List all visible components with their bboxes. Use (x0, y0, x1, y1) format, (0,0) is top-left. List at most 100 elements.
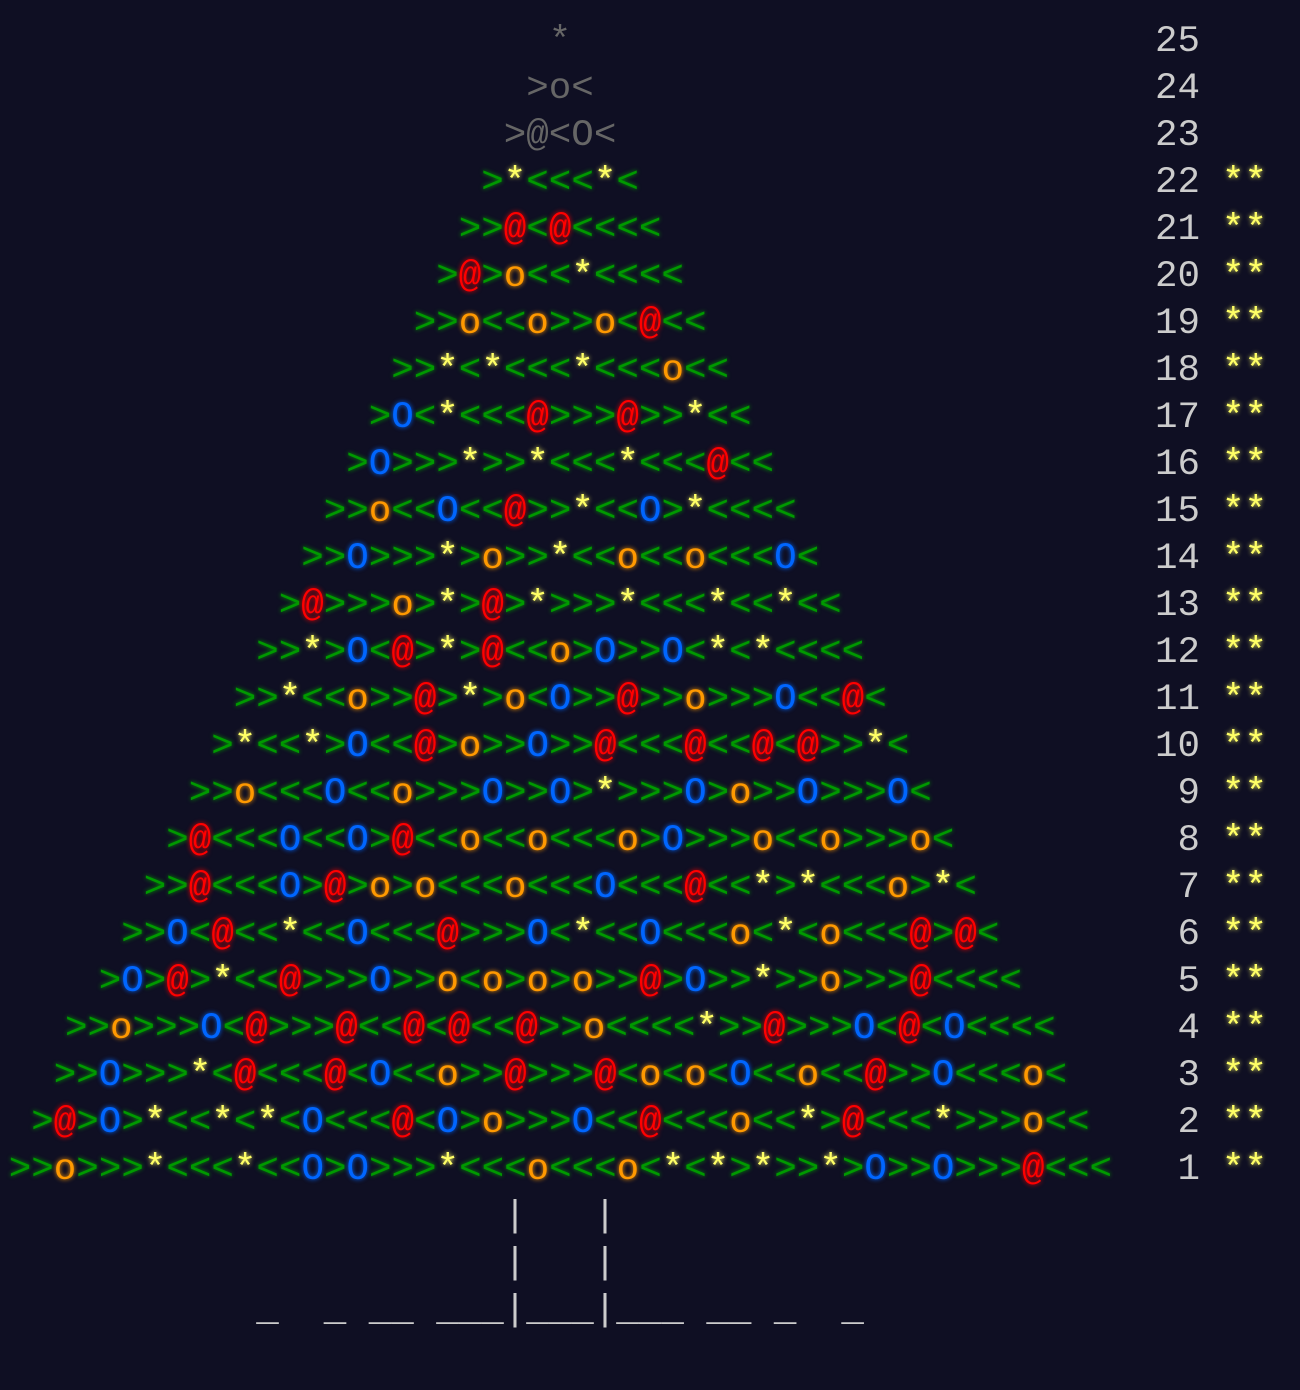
star-count: ** (1222, 631, 1268, 674)
ornament: * (211, 1101, 234, 1144)
ornament: > (278, 584, 302, 627)
ornament: o (458, 302, 482, 345)
ornament: < (414, 1054, 437, 1097)
ornament: O (594, 866, 617, 909)
star-count: ** (1222, 772, 1268, 815)
ornament: > (549, 1054, 572, 1097)
ornament: o (729, 913, 752, 956)
ornament: < (729, 443, 752, 486)
day-number[interactable]: 20 (1154, 255, 1200, 298)
ornament: > (774, 772, 797, 815)
day-number[interactable]: 16 (1154, 443, 1200, 486)
day-number[interactable]: 9 (1177, 772, 1200, 815)
ornament: < (256, 1148, 279, 1191)
ornament: < (931, 819, 955, 862)
ornament: < (638, 537, 662, 580)
ornament: O (886, 772, 910, 815)
day-number[interactable]: 15 (1154, 490, 1200, 533)
day-number[interactable]: 17 (1154, 396, 1200, 439)
ornament: < (571, 161, 594, 204)
ornament: > (323, 960, 347, 1003)
ornament: @ (898, 1007, 921, 1050)
day-number[interactable]: 10 (1154, 725, 1200, 768)
day-number[interactable]: 7 (1177, 866, 1200, 909)
day-number[interactable]: 2 (1177, 1101, 1200, 1144)
ornament: > (166, 866, 189, 909)
ornament: < (211, 1054, 234, 1097)
day-number[interactable]: 8 (1177, 819, 1200, 862)
ornament: O (346, 631, 369, 674)
tree-row: >>@<@<<<< (459, 207, 662, 254)
star-count: ** (1222, 1054, 1268, 1097)
ornament: < (233, 960, 257, 1003)
ornament: < (503, 396, 527, 439)
ornament: < (706, 866, 730, 909)
day-number[interactable]: 3 (1177, 1054, 1200, 1097)
ornament: < (481, 490, 504, 533)
day-number[interactable]: 19 (1154, 302, 1200, 345)
day-number[interactable]: 13 (1154, 584, 1200, 627)
day-number[interactable]: 23 (1154, 114, 1200, 157)
star-count: ** (1222, 208, 1268, 251)
ornament: O (391, 396, 414, 439)
ornament: @ (245, 1007, 268, 1050)
ornament: < (751, 490, 775, 533)
ornament: < (931, 960, 955, 1003)
ornament: > (391, 349, 414, 392)
day-number[interactable]: 14 (1154, 537, 1200, 580)
ornament: > (211, 772, 234, 815)
ornament: * (706, 1148, 730, 1191)
day-number[interactable]: 24 (1154, 67, 1200, 110)
day-number[interactable]: 25 (1154, 20, 1200, 63)
ornament: O (346, 725, 369, 768)
ornament: > (368, 678, 392, 721)
ornament: < (391, 725, 414, 768)
ornament: > (346, 490, 369, 533)
ornament: < (638, 208, 662, 251)
ornament: > (886, 1054, 910, 1097)
day-number[interactable]: 6 (1177, 913, 1200, 956)
day-number[interactable]: 12 (1154, 631, 1200, 674)
ornament: > (864, 772, 887, 815)
tree-row: >>O<@<<*<<O<<<@>>>O<*<<O<<<o<*<o<<<@>@< (121, 912, 999, 959)
day-number[interactable]: 18 (1154, 349, 1200, 392)
ornament: < (368, 772, 392, 815)
ornament: > (267, 1007, 291, 1050)
ornament: > (278, 631, 302, 674)
ornament: @ (684, 866, 707, 909)
ornament: > (886, 960, 910, 1003)
ornament: o (346, 678, 369, 721)
tree-row: >>*>O<@>*>@<<o>O>>O<*<*<<<< (256, 630, 864, 677)
ornament: O (98, 1101, 122, 1144)
ornament: > (87, 1007, 111, 1050)
ornament: > (740, 1007, 763, 1050)
ornament: @ (909, 913, 932, 956)
ornament: < (638, 443, 662, 486)
ornament: > (458, 537, 482, 580)
day-number[interactable]: 4 (1177, 1007, 1200, 1050)
day-number[interactable]: 5 (1177, 960, 1200, 1003)
day-number[interactable]: 22 (1154, 161, 1200, 204)
day-number[interactable]: 1 (1177, 1148, 1200, 1191)
ornament: o (436, 960, 459, 1003)
ornament: O (368, 960, 392, 1003)
day-number[interactable]: 21 (1154, 208, 1200, 251)
ornament: * (301, 725, 324, 768)
ornament: @ (188, 819, 212, 862)
ornament: > (774, 866, 797, 909)
ornament: > (458, 208, 482, 251)
ornament: < (481, 866, 504, 909)
ornament: < (684, 913, 707, 956)
ornament: > (459, 1054, 482, 1097)
ornament: > (481, 913, 505, 956)
day-number[interactable]: 11 (1154, 678, 1200, 721)
ornament: o (548, 67, 572, 110)
ornament: o (481, 960, 505, 1003)
ornament: * (436, 631, 459, 674)
ornament: > (481, 443, 504, 486)
ornament: > (999, 1101, 1022, 1144)
ornament: * (796, 1101, 820, 1144)
ornament: > (526, 1054, 550, 1097)
star-count: ** (1222, 537, 1268, 580)
ornament: < (357, 1007, 381, 1050)
